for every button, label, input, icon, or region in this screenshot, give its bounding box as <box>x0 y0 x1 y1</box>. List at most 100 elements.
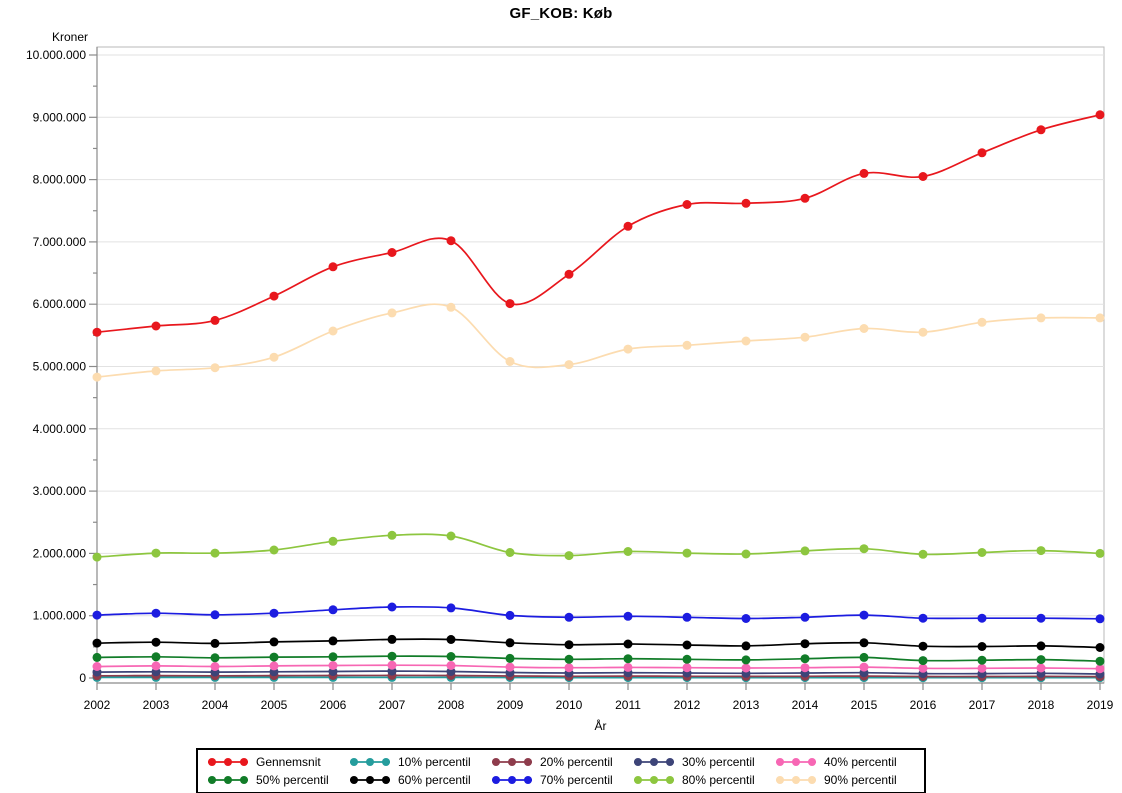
legend-item-50-percentil: 50% percentil <box>206 771 348 788</box>
y-tick-label: 1.000.000 <box>33 609 87 623</box>
data-point-40-percentil <box>977 663 987 673</box>
legend-marker-icon <box>208 775 248 784</box>
data-point-70-percentil <box>328 605 338 615</box>
data-point-60-percentil <box>446 635 456 644</box>
data-point-70-percentil <box>269 608 279 618</box>
legend-label: 60% percentil <box>398 772 471 787</box>
x-tick-label: 2003 <box>143 698 170 712</box>
data-point-90-percentil <box>800 332 810 342</box>
legend-item-60-percentil: 60% percentil <box>348 771 490 788</box>
data-point-40-percentil <box>1036 663 1046 673</box>
y-tick-label: 7.000.000 <box>33 235 87 249</box>
data-point-50-percentil <box>387 651 397 661</box>
data-point-80-percentil <box>977 548 987 557</box>
data-point-gennemsnit <box>800 193 810 203</box>
x-tick-label: 2019 <box>1087 698 1114 712</box>
data-point-gennemsnit <box>210 315 220 325</box>
legend-item-40-percentil: 40% percentil <box>774 753 916 770</box>
x-tick-label: 2009 <box>497 698 524 712</box>
data-point-70-percentil <box>623 611 633 621</box>
data-point-70-percentil <box>151 608 161 618</box>
data-point-80-percentil <box>741 549 751 559</box>
series-80-percentil <box>92 530 1105 562</box>
data-point-50-percentil <box>505 653 515 663</box>
y-axis: 0 1.000.000 2.000.000 3.000.000 4.000.000 5.0… <box>26 47 98 685</box>
data-point-80-percentil <box>859 544 869 554</box>
data-point-80-percentil <box>623 547 633 556</box>
data-point-gennemsnit <box>505 299 515 309</box>
x-tick-label: 2018 <box>1028 698 1055 712</box>
data-point-70-percentil <box>918 613 928 623</box>
data-point-80-percentil <box>1036 546 1046 556</box>
data-point-90-percentil <box>1095 313 1105 323</box>
y-tick-label: 2.000.000 <box>33 546 87 560</box>
data-point-60-percentil <box>151 637 161 647</box>
x-tick-label: 2008 <box>438 698 465 712</box>
data-point-80-percentil <box>387 530 397 540</box>
data-point-70-percentil <box>210 610 220 620</box>
data-point-60-percentil <box>1095 643 1105 652</box>
series-gennemsnit <box>92 110 1105 337</box>
x-tick-label: 2013 <box>733 698 760 712</box>
y-tick-label: 5.000.000 <box>33 360 87 374</box>
x-tick-label: 2006 <box>320 698 347 712</box>
legend-label: 50% percentil <box>256 772 329 787</box>
data-point-90-percentil <box>446 302 456 312</box>
y-tick-label: 4.000.000 <box>33 422 87 436</box>
data-point-gennemsnit <box>682 200 692 209</box>
legend-label: 40% percentil <box>824 754 897 769</box>
data-point-40-percentil <box>505 662 515 672</box>
data-point-gennemsnit <box>918 172 928 181</box>
data-point-90-percentil <box>505 357 515 366</box>
data-point-90-percentil <box>92 372 102 382</box>
data-point-90-percentil <box>210 363 220 373</box>
data-point-80-percentil <box>918 549 928 559</box>
data-point-50-percentil <box>564 654 574 664</box>
data-point-40-percentil <box>741 663 751 673</box>
data-point-40-percentil <box>682 663 692 673</box>
x-tick-label: 2007 <box>379 698 406 712</box>
data-point-80-percentil <box>328 536 338 546</box>
legend-marker-icon <box>776 775 816 784</box>
data-point-40-percentil <box>387 660 397 670</box>
legend-marker-icon <box>776 757 816 766</box>
data-point-80-percentil <box>92 552 102 562</box>
data-point-60-percentil <box>387 634 397 644</box>
data-point-60-percentil <box>564 640 574 650</box>
data-point-60-percentil <box>210 638 220 648</box>
series-60-percentil <box>92 634 1105 652</box>
data-point-gennemsnit <box>151 321 161 331</box>
data-point-60-percentil <box>505 638 515 648</box>
legend-marker-icon <box>208 757 248 766</box>
data-point-90-percentil <box>918 327 928 337</box>
y-tick-label: 8.000.000 <box>33 173 87 187</box>
data-point-90-percentil <box>151 366 161 376</box>
data-point-80-percentil <box>1095 548 1105 558</box>
legend-item-30-percentil: 30% percentil <box>632 753 774 770</box>
legend-label: 20% percentil <box>540 754 613 769</box>
x-axis-title: År <box>594 719 607 733</box>
series-50-percentil <box>92 651 1105 666</box>
legend: Gennemsnit 10% percentil 20% percentil 30% … <box>196 748 926 793</box>
data-point-90-percentil <box>269 352 279 362</box>
data-point-80-percentil <box>446 531 456 541</box>
data-point-60-percentil <box>682 640 692 650</box>
y-tick-label: 6.000.000 <box>33 297 87 311</box>
legend-label: 90% percentil <box>824 772 897 787</box>
x-tick-label: 2017 <box>969 698 996 712</box>
data-point-50-percentil <box>741 655 751 665</box>
data-point-50-percentil <box>210 653 220 663</box>
data-point-40-percentil <box>269 661 279 671</box>
legend-label: Gennemsnit <box>256 754 321 769</box>
data-point-90-percentil <box>387 308 397 318</box>
data-point-50-percentil <box>859 652 869 662</box>
data-point-90-percentil <box>1036 313 1046 323</box>
data-point-70-percentil <box>446 603 456 613</box>
data-point-50-percentil <box>1095 656 1105 666</box>
data-point-40-percentil <box>446 661 456 670</box>
legend-item-gennemsnit: Gennemsnit <box>206 753 348 770</box>
data-point-70-percentil <box>92 610 102 620</box>
x-tick-label: 2014 <box>792 698 819 712</box>
data-point-90-percentil <box>682 340 692 350</box>
x-tick-label: 2012 <box>674 698 701 712</box>
